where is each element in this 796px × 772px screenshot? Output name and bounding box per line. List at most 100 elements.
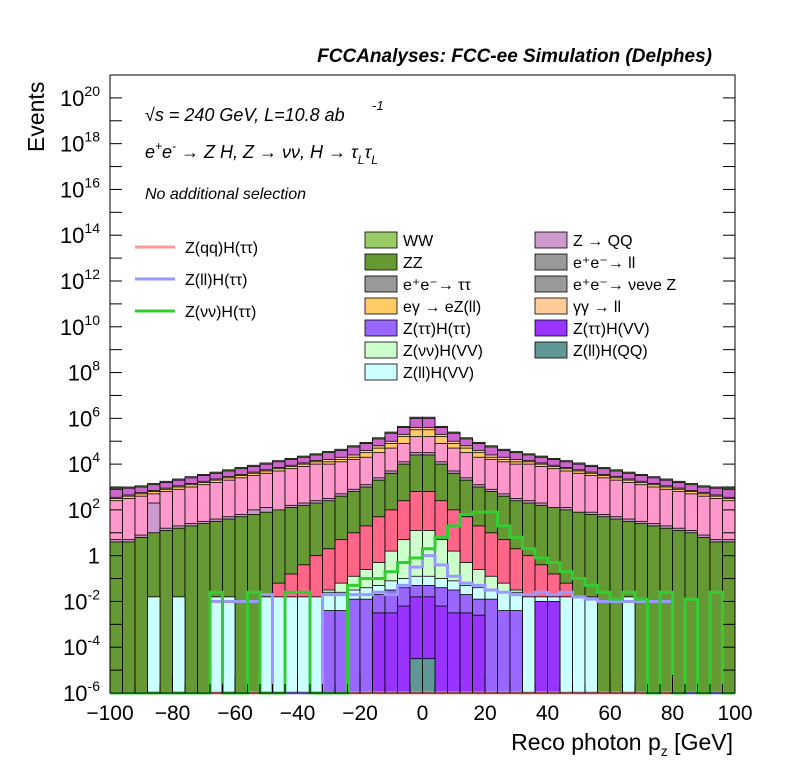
- legend-label: Z → QQ: [573, 233, 633, 250]
- y-tick-label: 102: [68, 495, 100, 523]
- legend-swatch: [534, 275, 568, 293]
- x-tick-label: −20: [342, 702, 378, 725]
- bar-ZHVV-29: [472, 614, 486, 694]
- y-tick-label: 108: [68, 358, 100, 386]
- legend-label: Z(ll)H(QQ): [573, 343, 648, 360]
- legend-label: Z(ll)H(VV): [403, 365, 474, 382]
- legend-swatch: [364, 297, 398, 315]
- y-tick-label: 10-4: [63, 632, 100, 660]
- annotation-selection: No additional selection: [145, 186, 306, 203]
- bar-ZllHVV-14: [284, 596, 298, 694]
- bar-ZZ-2: [134, 536, 148, 694]
- legend-label: e⁺e⁻→ ττ: [403, 277, 471, 294]
- bar-ZH-32: [509, 610, 523, 694]
- legend: Z(qq)H(ττ) Z(ll)H(ττ) Z(νν)H(ττ) WW ZZ e⁺e⁻→ …: [135, 231, 676, 382]
- bar-ZHVV-21: [372, 612, 386, 694]
- y-tick-label: 106: [68, 403, 100, 431]
- legend-swatch: [534, 253, 568, 271]
- bar-ZllHVV-36: [559, 596, 573, 694]
- y-axis: 1020 1018 1016 1014 1012 1010 108 106 104 102 1 10-…: [60, 74, 735, 706]
- annotation-energy: √s = 240 GeV, L=10.8 ab -1: [145, 98, 384, 125]
- legend-label: Z(qq)H(ττ): [185, 240, 258, 257]
- bar-ZllHVV-38: [584, 596, 598, 694]
- histogram-bars: [109, 416, 736, 694]
- legend-label: Z(ττ)H(ττ): [403, 321, 471, 338]
- legend-swatch: [364, 253, 398, 271]
- y-tick-label: 1010: [60, 312, 100, 340]
- bar-ZZ-40: [609, 518, 623, 694]
- legend-label: ZZ: [403, 255, 423, 272]
- annotation-process: e+e- → Z H, Z → νν, H → τLτL: [145, 139, 378, 167]
- bar-ZZ-47: [697, 536, 711, 694]
- bar-ZH-20: [359, 598, 373, 694]
- bar-ZllHVV-41: [622, 596, 636, 694]
- bar-ZZ-11: [247, 514, 261, 694]
- bar-ZH-30: [484, 598, 498, 694]
- x-axis: −100 −80 −60 −40 −20 0 20 40 60 80 100: [86, 675, 753, 725]
- bar-ZHVV-22: [384, 612, 398, 694]
- bar-ZllHVV-8: [209, 596, 223, 694]
- y-tick-label: 1014: [60, 220, 100, 248]
- bar-ZllHVV-3: [147, 596, 161, 694]
- legend-label: γγ → ll: [573, 299, 621, 316]
- bar-ZHVV-35: [547, 601, 561, 694]
- bar-ZZ-43: [647, 525, 661, 694]
- x-tick-label: −80: [155, 702, 191, 725]
- bar-ZHVV-26: [434, 605, 448, 694]
- bar-ZllHVV-37: [572, 596, 586, 694]
- chart-header-title: FCCAnalyses: FCC-ee Simulation (Delphes): [317, 46, 712, 67]
- x-tick-label: 40: [536, 702, 559, 725]
- bar-ZHVV-34: [534, 601, 548, 694]
- bar-ZZ-10: [234, 516, 248, 694]
- legend-label: Z(νν)H(VV): [403, 343, 483, 360]
- bar-ZllHVV-16: [309, 596, 323, 694]
- bar-ZllHVV-5: [172, 596, 186, 694]
- bar-ZZ-39: [597, 516, 611, 694]
- x-tick-label: −40: [280, 702, 316, 725]
- x-tick-label: 80: [661, 702, 684, 725]
- bar-ZZ-48: [709, 541, 723, 694]
- legend-label: Z(ττ)H(VV): [573, 321, 650, 338]
- bar-ZllHVV-33: [522, 596, 536, 694]
- y-tick-label: 1020: [60, 83, 100, 111]
- bar-ZZ-4: [159, 530, 173, 694]
- y-tick-label: 1016: [60, 174, 100, 202]
- legend-swatch: [364, 363, 398, 381]
- x-tick-label: −100: [86, 702, 133, 725]
- x-axis-label: Reco photon pz [GeV]: [511, 729, 733, 759]
- y-tick-label: 1018: [60, 129, 100, 157]
- legend-swatch: [534, 297, 568, 315]
- bar-ZllHVV-9: [222, 596, 236, 694]
- signal-line-ZH: [110, 510, 735, 695]
- legend-swatch: [364, 341, 398, 359]
- y-tick-label: 10-6: [63, 678, 100, 706]
- svg-text:e+e- → Z H, Z → νν, H → τLτL: e+e- → Z H, Z → νν, H → τLτL: [145, 139, 378, 167]
- signal-line-ZllH: [110, 554, 735, 695]
- bar-ZZ-46: [684, 532, 698, 694]
- x-tick-label: 0: [417, 702, 429, 725]
- bar-ZH-31: [497, 610, 511, 694]
- legend-label: eγ → eZ(ll): [403, 299, 481, 316]
- svg-text:√s = 240 GeV, L=10.8 ab: √s = 240 GeV, L=10.8 ab: [145, 105, 345, 125]
- bar-ZHVV-27: [447, 612, 461, 694]
- bar-ZllHQQ-25: [422, 658, 436, 694]
- legend-swatch: [364, 319, 398, 337]
- bar-ZH-17: [322, 610, 336, 694]
- legend-label: e⁺e⁻→ νeνe Z: [573, 277, 676, 294]
- y-tick-label: 1012: [60, 266, 100, 294]
- x-tick-label: 20: [473, 702, 496, 725]
- bar-ZZ-6: [184, 525, 198, 694]
- bar-ZllHVV-12: [259, 596, 273, 694]
- legend-swatch: [534, 319, 568, 337]
- bar-ZH-18: [334, 610, 348, 694]
- bar-ZH-19: [347, 598, 361, 694]
- bar-ZHVV-28: [459, 612, 473, 694]
- legend-swatch: [534, 231, 568, 249]
- legend-label: e⁺e⁻→ ll: [573, 255, 635, 272]
- bar-ZllHQQ-24: [409, 658, 423, 694]
- bar-ZZ-44: [659, 527, 673, 694]
- legend-label: WW: [403, 233, 434, 250]
- x-tick-label: −60: [217, 702, 253, 725]
- bar-ZllHVV-13: [272, 596, 286, 694]
